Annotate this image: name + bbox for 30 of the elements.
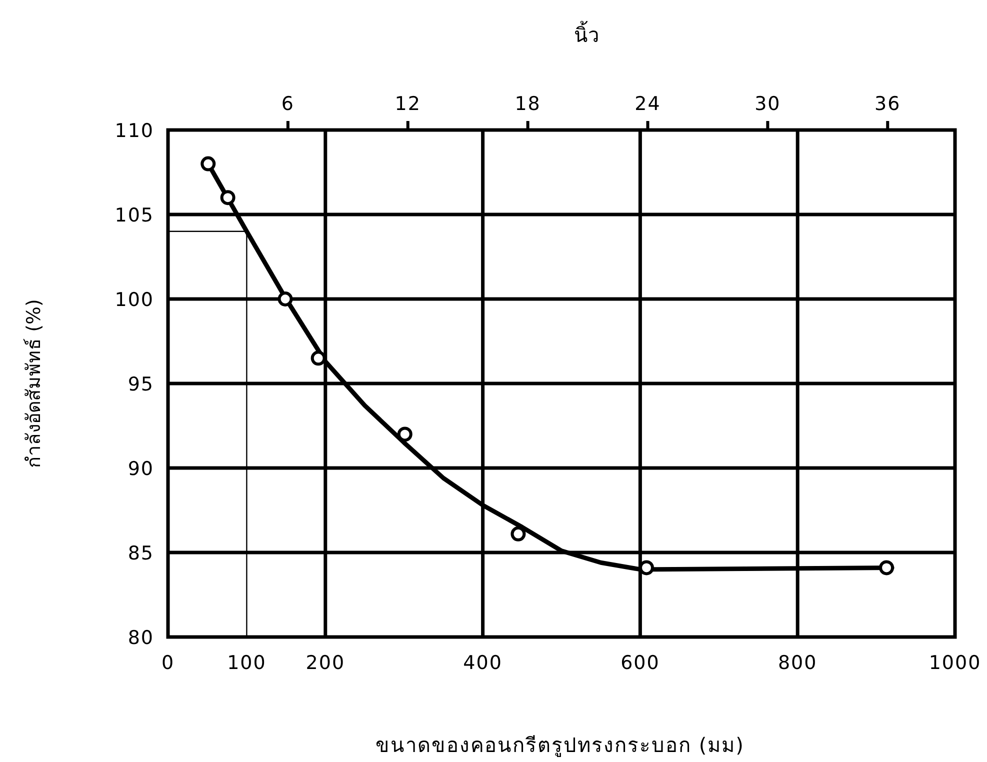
x-tick-label: 400 [463,652,502,674]
x-tick-label: 600 [620,652,660,674]
point [310,350,326,366]
x-tick-label: 0 [161,652,175,674]
x2-tick-label: 12 [394,93,421,115]
x-axis-title: ขนาดของคอนกรีตรูปทรงกระบอก (มม) [376,733,744,758]
x2-tick-label: 18 [514,93,541,115]
y-tick-label: 80 [128,627,154,649]
y-tick-label: 100 [114,289,154,311]
y-axis-title: กำลังอัดสัมพัทธ์ (%) [23,299,45,468]
point [200,156,216,172]
ref-line-label: 100 [227,652,266,674]
x2-tick-label: 36 [874,93,901,115]
y-tick-label: 105 [114,204,154,226]
y-tick-label: 85 [128,542,154,564]
y-tick-label: 90 [128,458,154,480]
point [220,190,236,206]
x2-tick-label: 24 [634,93,661,115]
x2-tick-label: 6 [281,93,294,115]
x-tick-label: 200 [306,652,346,674]
x-tick-label: 1000 [928,652,982,674]
x2-tick-label: 30 [754,93,781,115]
point [397,426,412,442]
y-tick-label: 110 [114,120,154,142]
x2-axis-title: นิ้ว [574,21,599,47]
y-tick-label: 95 [128,374,154,396]
point [879,560,894,576]
x-tick-label: 800 [778,652,818,674]
point [278,292,293,306]
point [510,526,526,542]
